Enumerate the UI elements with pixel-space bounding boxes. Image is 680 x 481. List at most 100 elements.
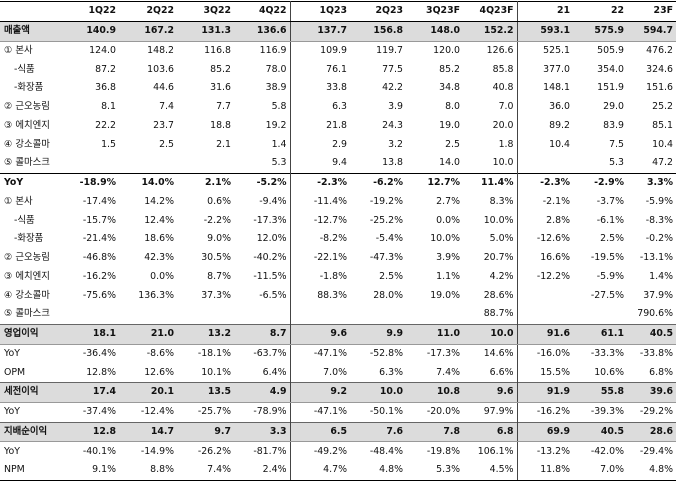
table-row: -화장품 -21.4% 18.6% 9.0% 12.0% -8.2% -5.4% 10.0% 5…	[0, 230, 676, 249]
table-cell: 20.1	[119, 382, 177, 403]
table-cell	[290, 305, 350, 324]
table-cell: 7.0	[463, 97, 518, 117]
table-cell: 9.9	[350, 323, 406, 345]
table-cell: 85.1	[652, 119, 673, 131]
row-label: YoY	[4, 445, 20, 457]
table-cell: 12.6%	[144, 366, 174, 378]
column-header: 4Q23F	[463, 1, 518, 22]
table-cell: 11.0	[406, 323, 463, 345]
table-cell	[119, 154, 177, 173]
row-label: -식품	[14, 63, 35, 75]
table-cell: 85.2	[439, 63, 460, 75]
table-cell: -15.7%	[82, 214, 116, 226]
table-cell: 18.6%	[144, 233, 174, 245]
row-label: 세전이익	[0, 382, 62, 403]
table-cell: 103.6	[147, 63, 174, 75]
table-cell: 151.9	[597, 82, 624, 94]
row-label: ③ 에치엔지	[4, 270, 50, 282]
row-label: ② 근오농림	[4, 252, 50, 264]
table-cell: 20.7%	[463, 248, 518, 268]
row-label: YoY	[0, 172, 62, 193]
table-cell: 13.5	[177, 382, 234, 403]
table-cell: 148.0	[406, 20, 463, 42]
table-cell: 4.9	[234, 382, 291, 403]
table-cell: 5.3	[234, 154, 291, 174]
table-cell: 23.7	[153, 119, 174, 131]
table-cell: 9.7	[177, 421, 234, 443]
table-cell: -6.5%	[234, 286, 291, 305]
table-cell: 61.1	[573, 323, 627, 345]
table-cell: -22.1%	[313, 252, 347, 264]
table-cell: -5.9%	[645, 195, 673, 207]
table-cell: 5.3	[609, 157, 624, 169]
table-cell: 24.3	[382, 119, 403, 131]
table-cell: 3.3	[234, 421, 291, 443]
table-cell: 29.0	[603, 101, 624, 113]
table-cell: 44.6	[153, 82, 174, 94]
table-cell	[517, 305, 573, 324]
table-cell: 76.1	[326, 63, 347, 75]
table-cell: 6.3%	[379, 366, 403, 378]
table-cell: -21.4%	[82, 233, 116, 245]
table-cell: 525.1	[543, 44, 570, 56]
table-cell: 25.2	[652, 101, 673, 113]
row-label: -식품	[14, 214, 35, 226]
table-cell: -2.9%	[573, 172, 627, 193]
table-cell: 9.2	[290, 382, 350, 403]
table-cell: 148.2	[147, 44, 174, 56]
table-cell: -16.2%	[536, 406, 570, 418]
table-cell	[62, 305, 119, 324]
table-cell: 354.0	[597, 63, 624, 75]
table-cell: -49.2%	[313, 445, 347, 457]
table-row: ③ 에치엔지 -16.2% 0.0% 8.7% -11.5% -1.8% 2.5% 1.1% 4…	[0, 267, 676, 287]
table-cell: -11.4%	[313, 195, 347, 207]
table-cell: -2.3%	[517, 172, 573, 193]
table-cell: 14.7	[119, 421, 177, 443]
column-header: 23F	[627, 1, 676, 22]
table-cell: 69.9	[517, 421, 573, 443]
table-cell: 7.0%	[323, 366, 347, 378]
table-cell: 594.7	[627, 20, 676, 42]
table-cell: -78.9%	[234, 402, 291, 422]
table-cell: -48.4%	[369, 445, 403, 457]
table-row: -식품 87.2 103.6 85.2 78.0 76.1 77.5 85.2 85.8 377.…	[0, 60, 676, 79]
table-cell: 109.9	[320, 44, 347, 56]
row-label: ⑤ 콜마스크	[4, 308, 50, 320]
table-cell: 9.6	[290, 323, 350, 345]
table-cell: 119.7	[376, 44, 403, 56]
table-cell: 10.4	[652, 138, 673, 150]
table-cell: 11.4%	[463, 172, 518, 193]
table-cell: 31.6	[210, 82, 231, 94]
table-cell: 40.5	[573, 421, 627, 443]
table-cell: 42.2	[382, 82, 403, 94]
table-row: OPM 12.8% 12.6% 10.1% 6.4% 7.0% 6.3% 7.4% 6.6% 15…	[0, 363, 676, 383]
table-cell: 2.5%	[379, 270, 403, 282]
header-row: 1Q22 2Q22 3Q22 4Q22 1Q23 2Q23 3Q23F 4Q23…	[0, 1, 676, 22]
table-cell: -17.4%	[82, 195, 116, 207]
table-cell: 126.6	[463, 41, 518, 61]
column-header: 1Q23	[290, 1, 350, 22]
table-cell: -9.4%	[234, 192, 291, 212]
table-cell: 324.6	[646, 63, 673, 75]
table-cell: -5.4%	[375, 233, 403, 245]
table-cell: 6.8%	[649, 366, 673, 378]
table-cell: 137.7	[290, 20, 350, 42]
table-cell: 21.8	[326, 119, 347, 131]
row-label: ② 근오농림	[4, 101, 50, 113]
table-cell: 5.0%	[463, 230, 518, 249]
table-cell: -63.7%	[234, 344, 291, 364]
table-cell: -46.8%	[82, 252, 116, 264]
table-row: -식품 -15.7% 12.4% -2.2% -17.3% -12.7% -25.2% 0.0…	[0, 211, 676, 230]
table-cell: 6.8	[463, 421, 518, 443]
table-cell: 1.4	[234, 135, 291, 154]
column-header: 4Q22	[234, 1, 291, 22]
table-cell: 7.6	[350, 421, 406, 443]
table-cell: 21.0	[119, 323, 177, 345]
table-cell: 42.3%	[144, 252, 174, 264]
table-cell: -33.3%	[590, 347, 624, 359]
table-cell: 6.5	[290, 421, 350, 443]
table-cell: 136.3%	[138, 289, 174, 301]
table-row: ⑤ 콜마스크 88.7% 790.6%	[0, 305, 676, 325]
